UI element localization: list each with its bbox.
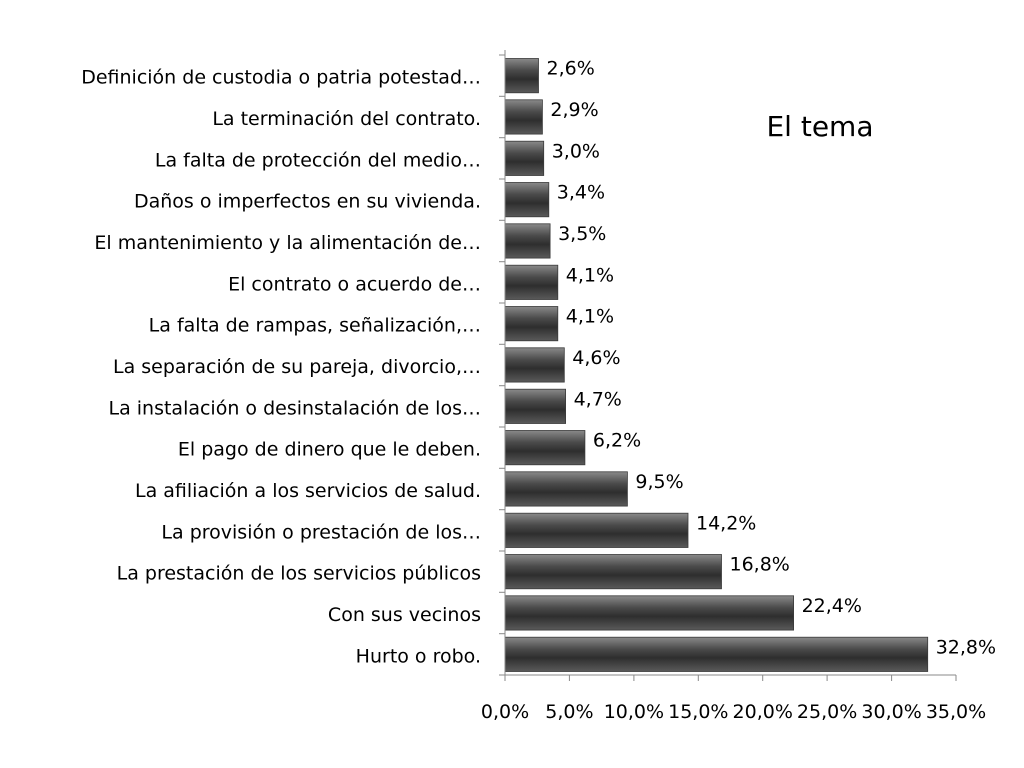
plot-area: Hurto o robo. 32,8% Con sus vecinos 22,4% La…	[81, 50, 996, 723]
x-tick-label: 10,0%	[604, 701, 664, 723]
data-label: 3,4%	[557, 182, 605, 204]
category-label: La provisión o prestación de los…	[161, 521, 481, 543]
category-label: La afiliación a los servicios de salud.	[135, 480, 481, 502]
category-label: El mantenimiento y la alimentación de…	[94, 232, 481, 254]
x-tick-label: 25,0%	[797, 701, 857, 723]
x-tick-label: 0,0%	[481, 701, 529, 723]
bar	[504, 554, 722, 590]
data-label: 3,0%	[552, 140, 600, 162]
category-label: La prestación de los servicios públicos	[117, 563, 481, 585]
bar	[504, 223, 551, 259]
data-label: 6,2%	[593, 430, 641, 452]
bar	[504, 512, 689, 548]
bar	[504, 430, 586, 466]
data-label: 2,6%	[547, 58, 595, 80]
data-label: 3,5%	[558, 223, 606, 245]
category-label: Con sus vecinos	[328, 604, 481, 626]
x-tick-label: 15,0%	[668, 701, 728, 723]
data-label: 9,5%	[635, 471, 683, 493]
bar	[504, 58, 539, 94]
x-tick-label: 20,0%	[733, 701, 793, 723]
data-label: 4,7%	[574, 388, 622, 410]
data-label: 14,2%	[696, 512, 756, 534]
category-label: Daños o imperfectos en su vivienda.	[134, 191, 481, 213]
bar	[504, 99, 543, 135]
bar	[504, 347, 565, 383]
data-label: 4,6%	[572, 347, 620, 369]
category-label: La falta de protección del medio…	[155, 149, 481, 171]
data-label: 4,1%	[566, 306, 614, 328]
bar	[504, 471, 628, 507]
x-tick-label: 30,0%	[861, 701, 921, 723]
category-label: La terminación del contrato.	[212, 108, 481, 130]
bar	[504, 388, 566, 424]
category-label: El pago de dinero que le deben.	[178, 439, 481, 461]
data-label: 22,4%	[802, 595, 862, 617]
bar	[504, 182, 550, 218]
category-label: El contrato o acuerdo de…	[228, 273, 481, 295]
data-label: 32,8%	[936, 636, 996, 658]
category-label: La falta de rampas, señalización,…	[149, 315, 481, 337]
x-tick-label: 35,0%	[926, 701, 986, 723]
bar	[504, 595, 795, 631]
data-label: 16,8%	[730, 554, 790, 576]
category-label: Definición de custodia o patria potestad…	[81, 67, 481, 89]
bar	[504, 264, 559, 300]
bar	[504, 306, 559, 342]
x-tick-label: 5,0%	[545, 701, 593, 723]
data-label: 4,1%	[566, 264, 614, 286]
category-label: Hurto o robo.	[356, 645, 481, 667]
data-label: 2,9%	[550, 99, 598, 121]
category-label: La instalación o desinstalación de los…	[108, 397, 481, 419]
bar	[504, 636, 929, 672]
bar	[504, 140, 545, 176]
chart-title: El tema	[766, 110, 873, 143]
category-label: La separación de su pareja, divorcio,…	[113, 356, 481, 378]
